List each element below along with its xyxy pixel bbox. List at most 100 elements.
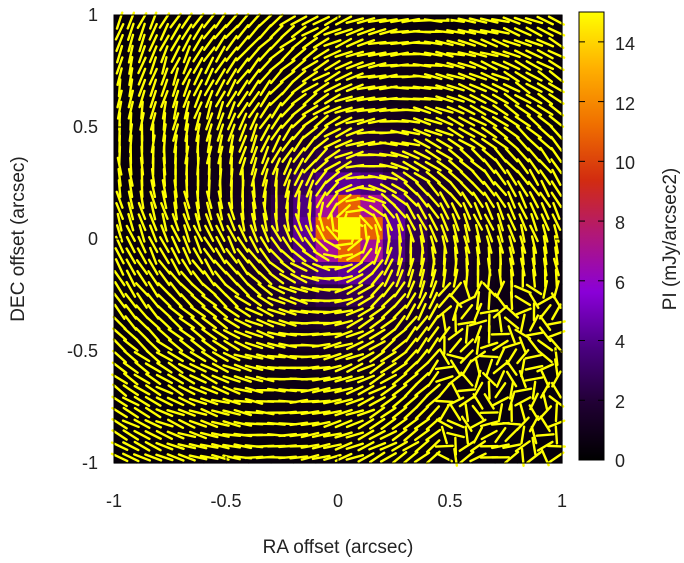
polarization-vector (503, 70, 520, 83)
polarization-vector (212, 305, 229, 319)
polarization-vector (504, 147, 519, 163)
polarization-vector (334, 229, 353, 238)
polarization-vector (424, 138, 442, 150)
polarization-vector (457, 28, 477, 35)
polarization-vector (289, 285, 309, 293)
polarization-vector (269, 80, 284, 95)
polarization-vector (369, 350, 386, 363)
polarization-vector (378, 18, 398, 24)
polarization-vector (458, 116, 476, 127)
heatmap-cell (293, 328, 317, 352)
polarization-vector (370, 282, 385, 297)
polarization-vector (170, 224, 181, 243)
polarization-vector (244, 397, 264, 405)
polarization-vector (346, 362, 364, 373)
polarization-vector (289, 432, 309, 438)
polarization-vector (267, 296, 286, 305)
polarization-vector (473, 280, 483, 299)
polarization-vector (423, 40, 443, 46)
polarization-vector (457, 39, 476, 47)
polarization-vector (425, 170, 441, 184)
polarization-vector (292, 147, 306, 163)
polarization-vector (526, 136, 542, 151)
polarization-vector (234, 318, 252, 328)
polarization-vector (291, 103, 307, 117)
polarization-vector (128, 78, 134, 98)
polarization-vector (424, 105, 443, 115)
polarization-vector (526, 126, 542, 139)
polarization-vector (491, 50, 510, 58)
polarization-vector (247, 24, 261, 40)
polarization-vector (367, 51, 387, 57)
polarization-vector (357, 205, 375, 217)
polarization-vector (213, 259, 228, 275)
polarization-vector (113, 303, 126, 320)
polarization-vector (326, 202, 338, 220)
polarization-vector (192, 224, 204, 243)
heatmap-cell (427, 261, 451, 285)
heatmap-cell (517, 418, 541, 442)
polarization-vector (211, 374, 230, 384)
polarization-vector (524, 39, 544, 47)
polarization-vector (539, 314, 552, 332)
polarization-vector (162, 134, 167, 154)
polarization-vector (391, 406, 408, 419)
polarization-vector (233, 408, 253, 417)
polarization-vector (133, 384, 151, 396)
polarization-vector (182, 78, 191, 97)
polarization-vector (531, 268, 537, 288)
polarization-vector (452, 268, 459, 288)
polarization-vector (379, 183, 397, 194)
polarization-vector (493, 147, 507, 163)
polarization-vector (148, 45, 158, 64)
polarization-vector (291, 58, 307, 73)
polarization-vector (300, 421, 320, 427)
polarization-vector (157, 304, 172, 319)
polarization-vector (159, 22, 170, 41)
polarization-vector (314, 169, 328, 186)
polarization-vector (213, 24, 228, 40)
polarization-vector (514, 93, 532, 105)
heatmap-cell (248, 418, 272, 442)
polarization-vector (346, 217, 364, 228)
polarization-vector (214, 247, 227, 265)
polarization-vector (345, 353, 365, 361)
polarization-vector (503, 103, 520, 117)
polarization-vector (116, 100, 123, 120)
polarization-vector (178, 373, 196, 385)
polarization-vector (312, 48, 330, 60)
polarization-vector (137, 201, 147, 221)
polarization-vector (234, 306, 252, 318)
polarization-vector (469, 418, 487, 429)
polarization-vector (508, 235, 515, 254)
polarization-vector (404, 326, 417, 343)
polarization-vector (177, 431, 197, 439)
polarization-vector (358, 260, 374, 274)
polarization-vector (116, 212, 123, 232)
polarization-vector (525, 283, 543, 296)
polarization-vector (540, 370, 550, 388)
polarization-vector (437, 382, 452, 398)
polarization-vector (380, 384, 397, 397)
polarization-vector (357, 340, 375, 351)
polarization-vector (303, 147, 317, 163)
polarization-vector (180, 12, 193, 29)
polarization-vector (178, 396, 196, 407)
polarization-vector (536, 26, 554, 37)
polarization-vector (356, 140, 376, 147)
polarization-vector (334, 95, 353, 103)
polarization-vector (157, 282, 172, 297)
polarization-vector (345, 72, 364, 81)
polarization-vector (111, 406, 128, 419)
polarization-vector (402, 417, 419, 430)
polarization-vector (334, 319, 353, 327)
polarization-vector (391, 394, 408, 408)
polarization-vector (178, 350, 196, 363)
polarization-vector (192, 79, 204, 97)
polarization-vector (356, 39, 376, 47)
polarization-vector (357, 452, 375, 463)
polarization-vector (323, 341, 342, 350)
polarization-vector (161, 100, 167, 120)
polarization-vector (168, 293, 183, 308)
polarization-vector (127, 89, 135, 109)
